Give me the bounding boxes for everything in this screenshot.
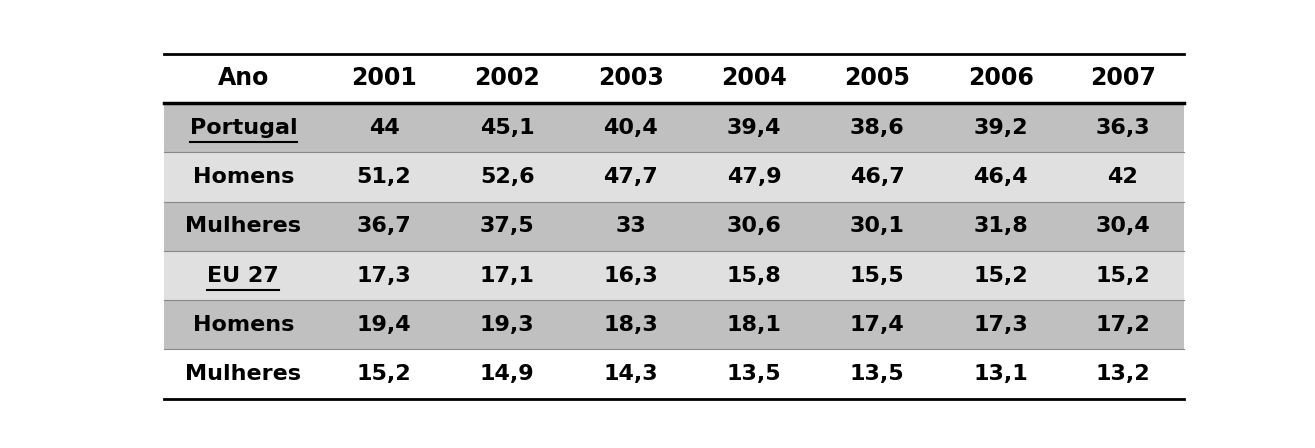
Text: Homens: Homens	[193, 167, 295, 187]
Text: 31,8: 31,8	[973, 216, 1028, 236]
Text: 51,2: 51,2	[356, 167, 412, 187]
Bar	[164, 103, 1184, 152]
Text: 33: 33	[615, 216, 646, 236]
Bar	[164, 152, 1184, 202]
Text: 17,4: 17,4	[849, 315, 905, 335]
Text: 42: 42	[1107, 167, 1139, 187]
Text: Ano: Ano	[218, 66, 270, 90]
Text: 13,2: 13,2	[1095, 364, 1151, 384]
Text: Mulheres: Mulheres	[185, 216, 301, 236]
Bar	[164, 300, 1184, 349]
Text: 44: 44	[368, 118, 400, 138]
Text: Portugal: Portugal	[189, 118, 297, 138]
Text: 2003: 2003	[598, 66, 664, 90]
Text: 2005: 2005	[844, 66, 910, 90]
Text: 17,2: 17,2	[1095, 315, 1151, 335]
Bar	[164, 251, 1184, 300]
Text: 39,2: 39,2	[973, 118, 1028, 138]
Text: 36,7: 36,7	[356, 216, 412, 236]
Text: 15,8: 15,8	[727, 266, 781, 285]
Text: 15,2: 15,2	[356, 364, 412, 384]
Text: 45,1: 45,1	[480, 118, 535, 138]
Text: 30,1: 30,1	[849, 216, 905, 236]
Text: 17,3: 17,3	[356, 266, 412, 285]
Text: 16,3: 16,3	[604, 266, 658, 285]
Text: 36,3: 36,3	[1095, 118, 1151, 138]
Text: 14,9: 14,9	[480, 364, 535, 384]
Text: 13,5: 13,5	[849, 364, 905, 384]
Text: 47,7: 47,7	[604, 167, 658, 187]
Text: 40,4: 40,4	[604, 118, 658, 138]
Text: 17,3: 17,3	[973, 315, 1028, 335]
Text: 19,4: 19,4	[356, 315, 412, 335]
Text: 13,1: 13,1	[973, 364, 1028, 384]
Text: 46,7: 46,7	[849, 167, 905, 187]
Text: 2002: 2002	[475, 66, 540, 90]
Text: 30,4: 30,4	[1095, 216, 1151, 236]
Text: 15,2: 15,2	[1095, 266, 1151, 285]
Text: 46,4: 46,4	[973, 167, 1028, 187]
Text: 15,2: 15,2	[973, 266, 1028, 285]
Text: 18,1: 18,1	[726, 315, 781, 335]
Text: 15,5: 15,5	[849, 266, 905, 285]
Text: 30,6: 30,6	[726, 216, 781, 236]
Text: 2006: 2006	[968, 66, 1034, 90]
Text: 37,5: 37,5	[480, 216, 535, 236]
Text: 52,6: 52,6	[480, 167, 535, 187]
Bar	[164, 349, 1184, 399]
Text: 39,4: 39,4	[727, 118, 781, 138]
Text: 14,3: 14,3	[604, 364, 658, 384]
Text: 17,1: 17,1	[480, 266, 535, 285]
Text: 19,3: 19,3	[480, 315, 535, 335]
Text: 2007: 2007	[1090, 66, 1156, 90]
Text: 13,5: 13,5	[727, 364, 781, 384]
Text: 18,3: 18,3	[604, 315, 658, 335]
Text: 2004: 2004	[721, 66, 786, 90]
Text: 47,9: 47,9	[727, 167, 781, 187]
Text: EU 27: EU 27	[208, 266, 279, 285]
Text: 2001: 2001	[351, 66, 417, 90]
Text: 38,6: 38,6	[849, 118, 905, 138]
Text: Homens: Homens	[193, 315, 295, 335]
Bar	[164, 202, 1184, 251]
Text: Mulheres: Mulheres	[185, 364, 301, 384]
Bar	[164, 54, 1184, 103]
